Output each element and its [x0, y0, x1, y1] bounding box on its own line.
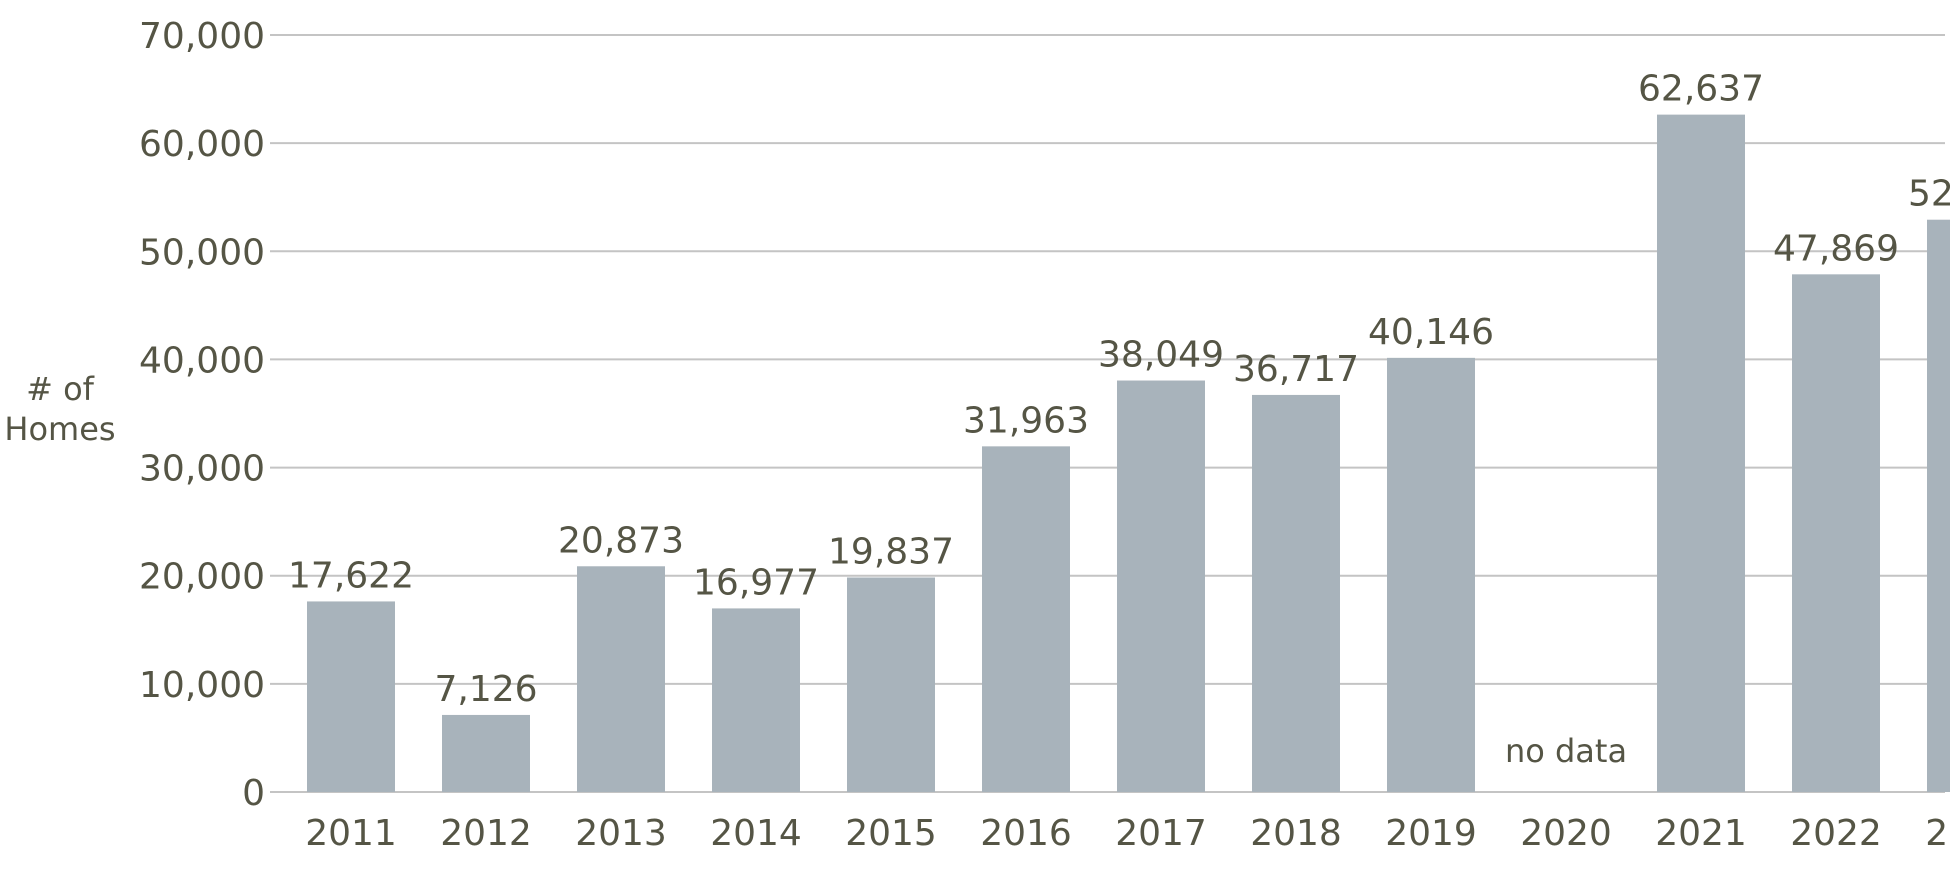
x-tick-label: 2023 — [1925, 813, 1950, 854]
x-tick-label: 2016 — [980, 813, 1072, 854]
y-axis-label-line-2: Homes — [4, 410, 115, 448]
data-label: 20,873 — [558, 520, 684, 561]
x-tick-label: 2011 — [305, 813, 397, 854]
gridlines — [270, 34, 1945, 793]
bar — [1792, 274, 1880, 793]
bar — [982, 446, 1070, 792]
x-tick-label: 2014 — [710, 813, 802, 854]
bar — [1657, 114, 1745, 792]
y-tick-label: 50,000 — [139, 232, 265, 273]
y-axis-label-line-1: # of — [26, 370, 95, 408]
bar — [1387, 357, 1475, 792]
bar — [577, 566, 665, 792]
bars — [307, 114, 1950, 793]
x-tick-label: 2015 — [845, 813, 937, 854]
data-label: 52,920 — [1908, 174, 1950, 215]
bar — [1252, 394, 1340, 792]
bar — [442, 714, 530, 792]
data-label: 62,637 — [1638, 69, 1764, 110]
x-tick-label: 2018 — [1250, 813, 1342, 854]
y-tick-label: 40,000 — [139, 340, 265, 381]
x-tick-label: 2012 — [440, 813, 532, 854]
no-data-note: no data — [1505, 732, 1627, 770]
data-label: 17,622 — [288, 555, 414, 596]
x-tick-label: 2021 — [1655, 813, 1747, 854]
data-label: 47,869 — [1773, 228, 1899, 269]
y-tick-label: 10,000 — [139, 665, 265, 706]
bar — [712, 608, 800, 792]
y-tick-label: 30,000 — [139, 449, 265, 490]
x-tick-label: 2013 — [575, 813, 667, 854]
data-label: 31,963 — [963, 400, 1089, 441]
bar — [1117, 380, 1205, 792]
y-tick-label: 60,000 — [139, 124, 265, 165]
y-axis-ticks: 0 10,000 20,000 30,000 40,000 50,000 60,000 70,… — [139, 16, 265, 814]
x-tick-label: 2022 — [1790, 813, 1882, 854]
data-label: 38,049 — [1098, 335, 1224, 376]
y-tick-label: 0 — [242, 773, 265, 814]
data-label: 7,126 — [434, 669, 537, 710]
data-label: 19,837 — [828, 531, 954, 572]
x-tick-label: 2019 — [1385, 813, 1477, 854]
y-tick-label: 20,000 — [139, 557, 265, 598]
bar — [307, 601, 395, 792]
x-tick-label: 2020 — [1520, 813, 1612, 854]
x-tick-label: 2017 — [1115, 813, 1207, 854]
bar — [1927, 219, 1950, 792]
bar — [847, 577, 935, 792]
y-axis-label: # of Homes — [4, 370, 115, 448]
data-label: 36,717 — [1233, 349, 1359, 390]
x-axis-ticks: 2011 2012 2013 2014 2015 2016 2017 2018 2019 2020… — [305, 813, 1950, 854]
data-label: 40,146 — [1368, 312, 1494, 353]
y-tick-label: 70,000 — [139, 16, 265, 57]
data-label: 16,977 — [693, 562, 819, 603]
